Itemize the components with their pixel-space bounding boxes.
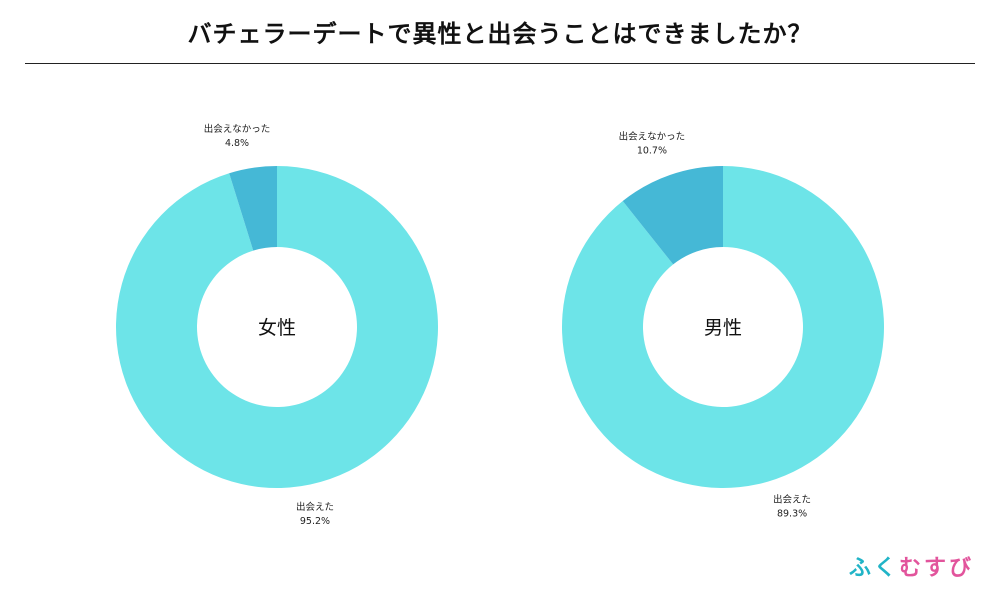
slice-value-label: 95.2% [300,516,330,527]
slice-category-label: 出会えた [296,501,334,513]
logo-char: む [898,556,924,581]
slice-value-label: 89.3% [777,508,807,519]
donut-center-label: 女性 [258,317,296,339]
donut-slice [562,166,884,489]
logo-char: び [948,556,974,581]
donut-center-label: 男性 [704,317,742,339]
slice-value-label: 4.8% [225,138,249,149]
slice-category-label: 出会えた [773,493,811,505]
donut-slice [229,166,277,251]
title-divider [25,63,975,64]
donut-slice [622,166,723,265]
brand-logo: ふくむすび [849,550,974,582]
logo-char: す [923,556,949,581]
slice-category-label: 出会えなかった [204,123,271,135]
logo-char: く [873,556,899,581]
slice-value-label: 10.7% [637,146,667,157]
logo-char: ふ [848,556,874,581]
donut-slice [116,166,439,488]
chart-title: バチェラーデートで異性と出会うことはできましたか？ [187,20,813,48]
slice-category-label: 出会えなかった [619,131,686,143]
